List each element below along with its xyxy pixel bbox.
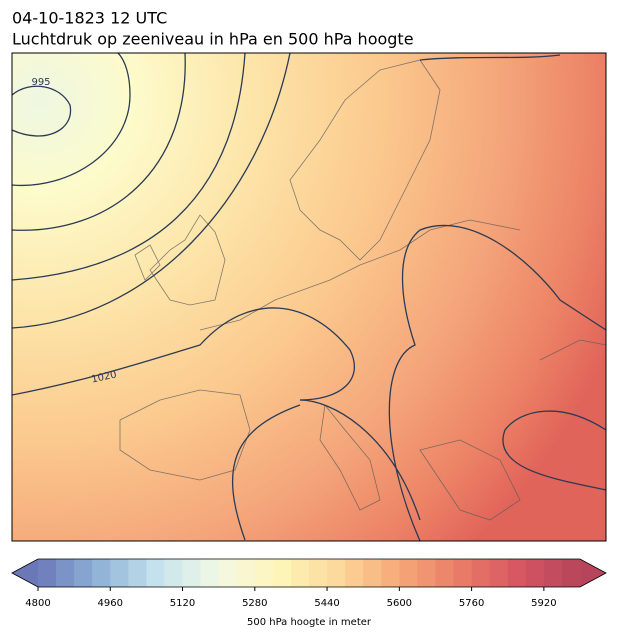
colorbar-segment [146,559,165,587]
colorbar-segment [164,559,184,587]
colorbar-segment [182,559,202,587]
colorbar-segment [417,559,436,587]
colorbar-extend-high [580,559,606,587]
colorbar-segment [327,559,346,587]
colorbar-segment [345,559,364,587]
colorbar-segment [38,559,57,587]
colorbar-segment [92,559,111,587]
colorbar-tick-label: 5600 [387,598,412,609]
colorbar-segment [543,559,563,587]
contour-label: 1020 [91,369,118,385]
colorbar-segment [561,559,581,587]
colorbar-tick-label: 5120 [170,598,195,609]
map-frame [11,52,607,542]
colorbar-tick-label: 5280 [242,598,267,609]
subtitle: Luchtdruk op zeeniveau in hPa en 500 hPa… [12,30,414,49]
colorbar-segment [525,559,545,587]
colorbar-segment [507,559,527,587]
colorbar-segment [110,559,129,587]
colorbar-segment [290,559,310,587]
colorbar-tick-label: 5760 [459,598,484,609]
colorbar-extend-low [12,559,38,587]
colorbar-segment [128,559,147,587]
colorbar-segment [363,559,382,587]
colorbar-label: 500 hPa hoogte in meter [247,617,372,628]
colorbar-segment [272,559,292,587]
colorbar-segment [74,559,93,587]
map-field [12,53,606,541]
colorbar-segment [254,559,274,587]
colorbar: 4800 4960 5120 5280 5440 5600 5760 5920 [11,558,607,609]
colorbar-tick-label: 4960 [98,598,123,609]
colorbar-segment [200,559,220,587]
colorbar-segment [56,559,75,587]
map: 995 1020 [12,53,606,541]
colorbar-segment [218,559,238,587]
colorbar-segment [471,559,491,587]
contour-label: 995 [31,77,50,88]
coastlines [119,59,606,521]
colorbar-segment [309,559,328,587]
colorbar-segment [381,559,400,587]
title: 04-10-1823 12 UTC [12,9,167,28]
colorbar-tick-label: 5440 [314,598,339,609]
colorbar-tick-label: 4800 [25,598,50,609]
colorbar-segment [453,559,473,587]
colorbar-segment [399,559,418,587]
colorbar-segment [489,559,509,587]
colorbar-segment [435,559,455,587]
colorbar-tick-label: 5920 [531,598,556,609]
colorbar-segment [236,559,256,587]
isobars [12,53,606,541]
